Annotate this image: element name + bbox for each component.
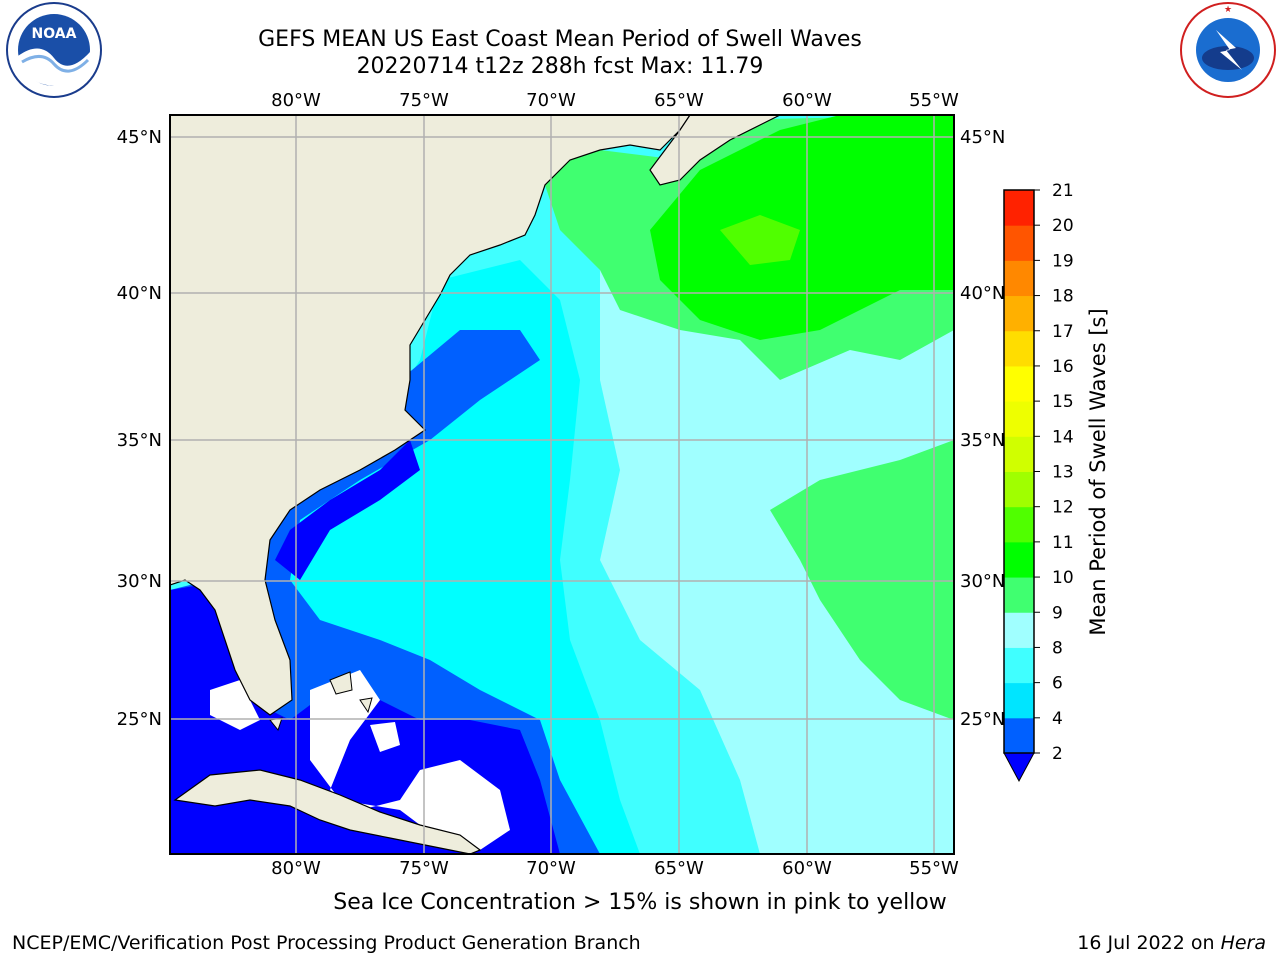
colorbar-tick-label: 11 — [1052, 533, 1074, 553]
colorbar-label: Mean Period of Swell Waves [s] — [1086, 308, 1110, 635]
lat-labels-left: 45°N 40°N 35°N 30°N 25°N — [117, 127, 162, 730]
lat-label-30n: 30°N — [960, 571, 1005, 592]
colorbar-segment — [1004, 190, 1034, 226]
lon-label-70w: 70°W — [526, 858, 576, 879]
colorbar-segment — [1004, 295, 1034, 332]
colorbar: 2 4 6 8 9 10 11 12 13 14 15 16 17 18 19 20 21 — [1003, 181, 1074, 783]
lon-label-65w: 65°W — [654, 90, 704, 111]
colorbar-segment — [1004, 330, 1034, 367]
colorbar-tick-label: 21 — [1052, 181, 1074, 201]
colorbar-segment — [1004, 717, 1034, 754]
lon-label-65w: 65°W — [654, 858, 704, 879]
credit-line: NCEP/EMC/Verification Post Processing Pr… — [12, 932, 641, 954]
colorbar-tick-label: 17 — [1052, 322, 1074, 342]
no-data-patch — [210, 680, 260, 730]
land-nova-scotia — [649, 115, 781, 186]
colorbar-segment — [1004, 612, 1034, 648]
colorbar-tick-label: 18 — [1052, 287, 1074, 307]
colorbar-segment — [1004, 541, 1034, 578]
field-10-11-core — [650, 115, 954, 340]
nws-logo-icon: ★ — [1180, 2, 1276, 98]
field-9-10-southeast — [770, 440, 954, 720]
lat-label-25n: 25°N — [960, 709, 1005, 730]
lon-label-75w: 75°W — [399, 858, 449, 879]
colorbar-tick-label: 13 — [1052, 463, 1074, 483]
land-us — [170, 115, 691, 716]
colorbar-tick-label: 15 — [1052, 392, 1074, 412]
colorbar-segment — [1004, 365, 1034, 402]
colorbar-segment — [1004, 436, 1034, 472]
colorbar-segment — [1004, 682, 1034, 719]
lon-labels-bottom: 80°W 75°W 70°W 65°W 60°W 55°W — [271, 858, 959, 879]
chart-title: GEFS MEAN US East Coast Mean Period of S… — [258, 27, 862, 52]
chart-subtitle: 20220714 t12z 288h fcst Max: 11.79 — [356, 54, 764, 79]
map-plot-area — [170, 115, 954, 854]
colorbar-segment — [1004, 506, 1034, 543]
map-frame — [169, 114, 955, 855]
lon-label-70w: 70°W — [526, 90, 576, 111]
field-8-9-east — [600, 250, 954, 854]
colorbar-tick-label: 8 — [1052, 638, 1063, 658]
lon-label-75w: 75°W — [399, 90, 449, 111]
colorbar-tick-label: 19 — [1052, 251, 1074, 271]
lat-label-45n: 45°N — [117, 127, 162, 148]
lat-label-40n: 40°N — [117, 283, 162, 304]
lat-label-25n: 25°N — [117, 709, 162, 730]
colorbar-segment — [1004, 471, 1034, 508]
colorbar-tick-label: 9 — [1052, 603, 1063, 623]
colorbar-tick-label: 12 — [1052, 498, 1074, 518]
graticule — [170, 115, 954, 854]
colorbar-tick-label: 6 — [1052, 674, 1063, 694]
lon-label-60w: 60°W — [782, 858, 832, 879]
field-under-2-gulfstream — [275, 440, 420, 580]
lat-label-40n: 40°N — [960, 283, 1005, 304]
lat-label-45n: 45°N — [960, 127, 1005, 148]
lat-labels-right: 45°N 40°N 35°N 30°N 25°N — [960, 127, 1005, 730]
colorbar-segment — [1004, 401, 1034, 437]
colorbar-tick-label: 20 — [1052, 216, 1074, 236]
date-text: 16 Jul 2022 on — [1077, 932, 1215, 954]
colorbar-tick-label: 10 — [1052, 568, 1074, 588]
ice-note: Sea Ice Concentration > 15% is shown in … — [333, 890, 947, 915]
no-data-patch — [370, 722, 400, 752]
lon-label-80w: 80°W — [271, 90, 321, 111]
lat-label-30n: 30°N — [117, 571, 162, 592]
colorbar-segment — [1004, 577, 1034, 613]
colorbar-under-triangle — [1003, 752, 1035, 783]
colorbar-tick-label: 16 — [1052, 357, 1074, 377]
machine-name: Hera — [1220, 932, 1266, 954]
colorbar-segment — [1004, 260, 1034, 297]
colorbar-tick-label: 14 — [1052, 427, 1074, 447]
svg-text:★: ★ — [1224, 5, 1232, 15]
lat-label-35n: 35°N — [960, 430, 1005, 451]
colorbar-segment — [1004, 647, 1034, 684]
colorbar-segment — [1004, 225, 1034, 261]
noaa-logo-text: NOAA — [32, 26, 77, 42]
colorbar-tick-label: 4 — [1052, 709, 1063, 729]
lon-label-80w: 80°W — [271, 858, 321, 879]
colorbar-tick-label: 2 — [1052, 744, 1063, 764]
land-cuba — [173, 769, 482, 854]
lon-label-55w: 55°W — [909, 858, 959, 879]
noaa-logo-icon: NOAA — [6, 2, 102, 98]
date-line: 16 Jul 2022 on Hera — [1077, 932, 1266, 954]
lat-label-35n: 35°N — [117, 430, 162, 451]
lon-label-55w: 55°W — [909, 90, 959, 111]
field-11-12-patch — [720, 215, 800, 265]
lon-labels-top: 80°W 75°W 70°W 65°W 60°W 55°W — [271, 90, 959, 111]
lon-label-60w: 60°W — [782, 90, 832, 111]
